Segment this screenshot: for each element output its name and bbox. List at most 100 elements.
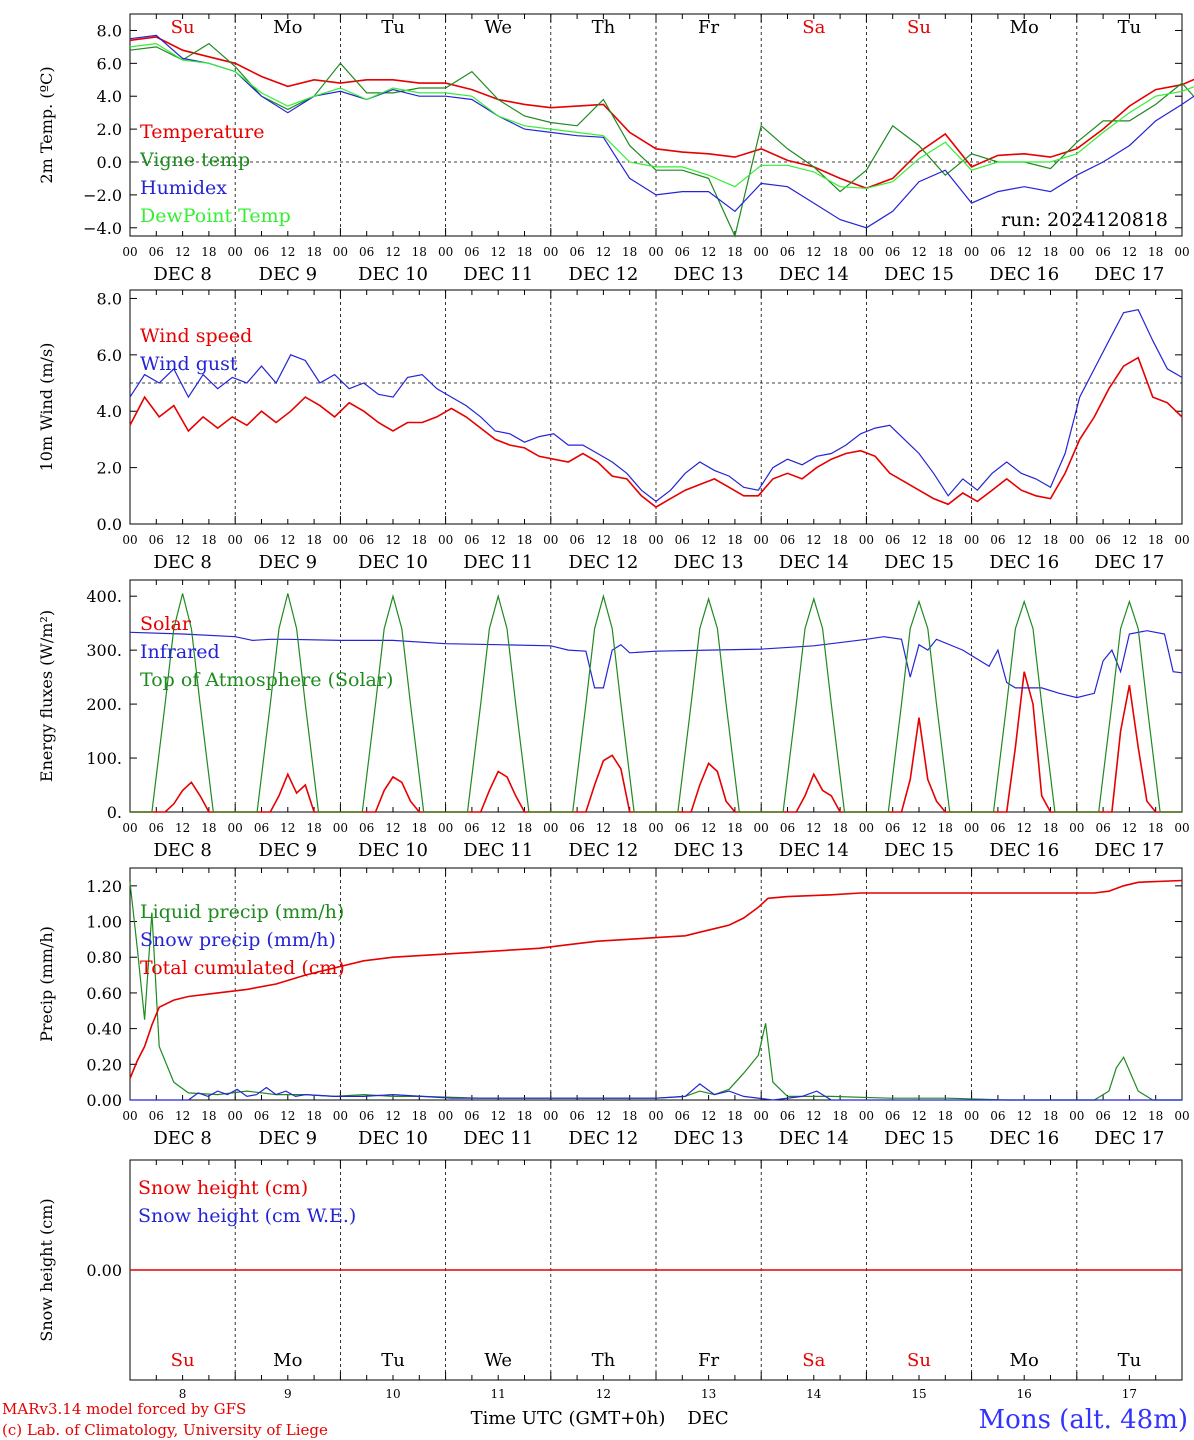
- series-line: [129, 42, 1194, 189]
- x-date-label: DEC 13: [674, 840, 744, 861]
- x-hour-tick-label: 12: [280, 533, 295, 547]
- y-axis-label: Snow height (cm): [37, 1198, 56, 1341]
- x-hour-tick-label: 06: [780, 245, 795, 259]
- x-date-label: DEC 11: [463, 840, 533, 861]
- x-date-label: DEC 10: [358, 552, 428, 573]
- y-tick-label: 4.0: [97, 87, 122, 106]
- x-hour-tick-label: 18: [517, 533, 532, 547]
- x-hour-tick-label: 12: [1017, 245, 1032, 259]
- y-tick-label: 1.00: [86, 913, 122, 932]
- legend-entry: Temperature: [140, 121, 264, 143]
- model-credit: MARv3.14 model forced by GFS: [2, 1400, 246, 1418]
- x-hour-tick-label: 12: [175, 533, 190, 547]
- x-hour-tick-label: 06: [990, 821, 1005, 835]
- y-tick-label: 2.0: [97, 459, 122, 478]
- x-date-label: DEC 12: [568, 552, 638, 573]
- x-hour-tick-label: 06: [464, 533, 479, 547]
- x-hour-tick-label: 06: [359, 1109, 374, 1123]
- x-hour-tick-label: 18: [727, 533, 742, 547]
- day-of-week-top: Su: [171, 17, 195, 38]
- x-hour-tick-label: 18: [517, 821, 532, 835]
- legend-entry: Wind gust: [140, 353, 238, 375]
- x-hour-tick-label: 12: [175, 1109, 190, 1123]
- x-hour-tick-label: 12: [1017, 821, 1032, 835]
- x-hour-tick-label: 00: [438, 245, 453, 259]
- x-hour-tick-label: 12: [806, 533, 821, 547]
- x-hour-tick-label: 00: [122, 821, 137, 835]
- x-hour-tick-label: 12: [491, 821, 506, 835]
- x-date-label: DEC 9: [259, 1128, 318, 1149]
- day-of-week-bottom: Su: [907, 1350, 931, 1371]
- series-line: [129, 34, 1194, 229]
- x-hour-tick-label: 06: [675, 533, 690, 547]
- x-hour-tick-label: 18: [832, 1109, 847, 1123]
- x-hour-tick-label: 06: [675, 821, 690, 835]
- x-hour-tick-label: 18: [412, 1109, 427, 1123]
- x-date-label: DEC 11: [463, 552, 533, 573]
- x-date-label: DEC 10: [358, 1128, 428, 1149]
- series-line: [129, 630, 1183, 699]
- x-hour-tick-label: 00: [859, 533, 874, 547]
- x-date-label: DEC 13: [674, 552, 744, 573]
- x-hour-tick-label: 06: [359, 533, 374, 547]
- x-date-label: DEC 17: [1094, 552, 1164, 573]
- day-of-week-bottom: Su: [171, 1350, 195, 1371]
- x-hour-tick-label: 12: [911, 245, 926, 259]
- y-tick-label: 1.20: [86, 877, 122, 896]
- x-hour-tick-label: 06: [149, 245, 164, 259]
- x-hour-tick-label: 18: [412, 245, 427, 259]
- day-of-week-top: Fr: [698, 17, 719, 38]
- x-hour-tick-label: 00: [1174, 821, 1189, 835]
- y-axis-label: 2m Temp. (ºC): [37, 66, 56, 183]
- x-date-label: DEC 17: [1094, 840, 1164, 861]
- day-number: 13: [701, 1387, 716, 1401]
- x-hour-tick-label: 00: [648, 821, 663, 835]
- x-axis-month: DEC: [687, 1408, 728, 1429]
- x-hour-tick-label: 06: [675, 245, 690, 259]
- x-date-label: DEC 16: [989, 264, 1059, 285]
- x-hour-tick-label: 12: [911, 1109, 926, 1123]
- day-of-week-bottom: Mo: [1010, 1350, 1039, 1371]
- x-hour-tick-label: 12: [596, 821, 611, 835]
- x-hour-tick-label: 06: [1095, 1109, 1110, 1123]
- x-date-label: DEC 14: [779, 840, 849, 861]
- x-hour-tick-label: 00: [122, 533, 137, 547]
- x-hour-tick-label: 12: [280, 1109, 295, 1123]
- x-hour-tick-label: 12: [1122, 1109, 1137, 1123]
- day-number: 16: [1017, 1387, 1032, 1401]
- day-of-week-top: Tu: [381, 17, 405, 38]
- x-hour-tick-label: 18: [1043, 533, 1058, 547]
- y-tick-label: 300.: [86, 641, 122, 660]
- day-of-week-bottom: Tu: [1118, 1350, 1142, 1371]
- x-hour-tick-label: 18: [832, 245, 847, 259]
- x-hour-tick-label: 06: [254, 821, 269, 835]
- x-axis-title: Time UTC (GMT+0h): [471, 1408, 666, 1429]
- legend-entry: Vigne temp: [139, 149, 250, 171]
- y-axis-label: Precip (mm/h): [37, 926, 56, 1042]
- y-tick-label: 8.0: [97, 21, 122, 40]
- x-hour-tick-label: 06: [1095, 533, 1110, 547]
- x-hour-tick-label: 12: [596, 245, 611, 259]
- x-hour-tick-label: 00: [859, 821, 874, 835]
- x-hour-tick-label: 18: [412, 533, 427, 547]
- series-line: [130, 593, 1182, 813]
- series-line: [129, 356, 1183, 509]
- x-hour-tick-label: 06: [780, 1109, 795, 1123]
- y-tick-label: 0.60: [86, 984, 122, 1003]
- x-date-label: DEC 14: [779, 264, 849, 285]
- x-hour-tick-label: 06: [1095, 245, 1110, 259]
- x-hour-tick-label: 00: [964, 821, 979, 835]
- x-hour-tick-label: 18: [201, 1109, 216, 1123]
- x-hour-tick-label: 06: [254, 1109, 269, 1123]
- x-hour-tick-label: 00: [1069, 245, 1084, 259]
- y-tick-label: −2.0: [83, 186, 122, 205]
- day-of-week-top: Su: [907, 17, 931, 38]
- x-hour-tick-label: 06: [885, 1109, 900, 1123]
- x-hour-tick-label: 00: [754, 821, 769, 835]
- y-axis-label: 10m Wind (m/s): [37, 343, 56, 472]
- x-hour-tick-label: 00: [859, 245, 874, 259]
- x-hour-tick-label: 12: [701, 533, 716, 547]
- x-hour-tick-label: 06: [464, 245, 479, 259]
- y-tick-label: 0.0: [97, 153, 122, 172]
